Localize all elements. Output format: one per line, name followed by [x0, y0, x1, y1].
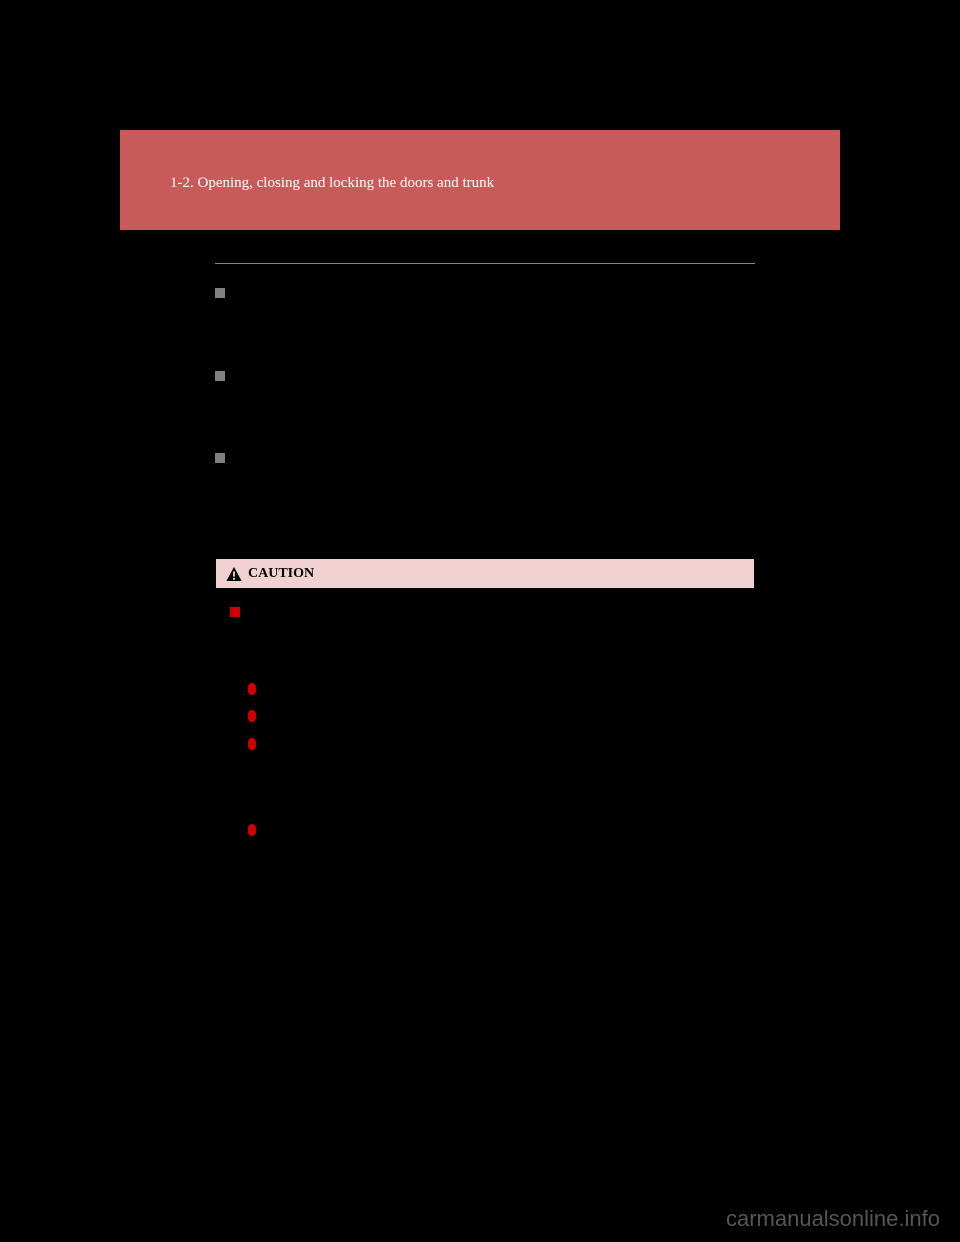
bullet-text: The radio waves may affect the operation… [264, 735, 740, 813]
section-body: A buzzer sounds and the emergency flashe… [233, 310, 755, 349]
caution-bullet: The radio waves may affect the operation… [248, 735, 740, 813]
caution-bullet: Users of any electrical medical device o… [248, 821, 740, 880]
section-title: Security feature [233, 367, 322, 387]
red-bullet-icon [248, 683, 256, 695]
section-conditions: Conditions affecting operation The smart… [215, 449, 755, 533]
divider [215, 263, 755, 264]
bullet-square-icon [215, 371, 225, 381]
content-area: Operation signals A buzzer sounds and th… [120, 230, 840, 902]
caution-box: CAUTION Caution regarding interference w… [215, 558, 755, 902]
section-title: Conditions affecting operation [233, 449, 402, 469]
section-operation-signals: Operation signals A buzzer sounds and th… [215, 284, 755, 349]
bullet-text: Users of any electrical medical device o… [264, 821, 740, 880]
divider [215, 260, 755, 261]
bullet-text: Inside of the front and rear bumpers. [264, 680, 740, 700]
red-bullet-icon [248, 824, 256, 836]
red-bullet-icon [248, 710, 256, 722]
breadcrumb: 1-2. Opening, closing and locking the do… [170, 175, 494, 191]
red-square-icon [230, 607, 240, 617]
section-body: The smart access system with push-button… [233, 475, 755, 534]
bullet-square-icon [215, 288, 225, 298]
caution-bullet: Inside of the front and rear bumpers. [248, 680, 740, 700]
section-title: Operation signals [233, 284, 331, 304]
caution-title: Caution regarding interference with elec… [248, 603, 549, 623]
caution-intro: People with implanted pacemakers or card… [248, 631, 740, 670]
caution-body: Caution regarding interference with elec… [216, 589, 754, 901]
page-number: 48 [80, 145, 94, 161]
caution-bullet: Inside of the front and rear door handle… [248, 707, 740, 727]
watermark: carmanualsonline.info [726, 1206, 940, 1232]
caution-header: CAUTION [216, 559, 754, 589]
red-bullet-icon [248, 738, 256, 750]
bullet-square-icon [215, 453, 225, 463]
warning-triangle-icon [226, 567, 242, 581]
section-body: If a door is not opened within approxima… [233, 392, 755, 431]
section-security-feature: Security feature If a door is not opened… [215, 367, 755, 432]
section-header-bar: 1-2. Opening, closing and locking the do… [120, 130, 840, 230]
caution-label: CAUTION [248, 563, 314, 584]
bullet-text: Inside of the front and rear door handle… [264, 707, 740, 727]
